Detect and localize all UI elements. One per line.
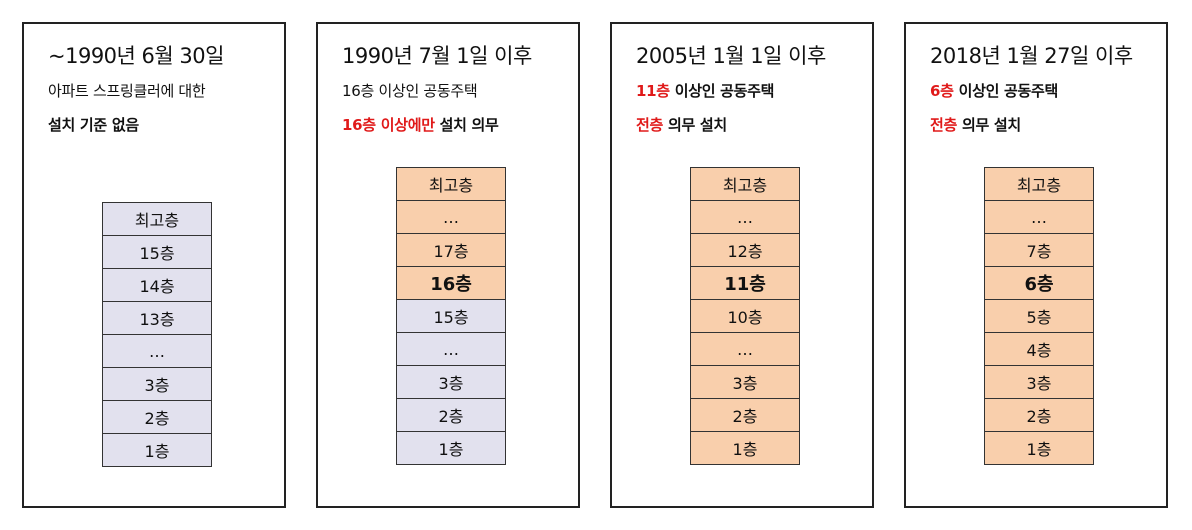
floor-cell: …	[690, 332, 800, 366]
panel-description-line2: 설치 기준 없음	[48, 116, 139, 134]
panel-before-1990: ~1990년 6월 30일 아파트 스프링클러에 대한 설치 기준 없음 최고층…	[22, 22, 286, 508]
plain-text: 이상인 공동주택	[953, 82, 1059, 100]
floor-cell: 15층	[102, 235, 212, 269]
floor-cell: 16층	[396, 266, 506, 300]
floor-cell: 17층	[396, 233, 506, 267]
plain-text: 설치 의무	[434, 116, 499, 134]
panel-description-line1: 16층 이상인 공동주택	[342, 82, 478, 100]
panel-title: ~1990년 6월 30일	[48, 44, 224, 68]
emphasis-text: 전층	[930, 116, 958, 134]
panel-description-line2: 전층 의무 설치	[930, 114, 1021, 135]
floor-cell: 12층	[690, 233, 800, 267]
building-floor-stack: 최고층… 12층 11층 10층… 3층 2층 1층	[690, 167, 800, 465]
floor-cell: 1층	[984, 431, 1094, 465]
floor-cell: 2층	[396, 398, 506, 432]
emphasis-text: 16층 이상에만	[342, 116, 435, 134]
floor-cell: 3층	[984, 365, 1094, 399]
floor-cell: 11층	[690, 266, 800, 300]
floor-cell: …	[984, 200, 1094, 234]
floor-cell: 2층	[690, 398, 800, 432]
floor-cell: 5층	[984, 299, 1094, 333]
panel-1990: 1990년 7월 1일 이후 16층 이상인 공동주택 16층 이상에만 설치 …	[316, 22, 580, 508]
floor-cell: 3층	[396, 365, 506, 399]
plain-text: 의무 설치	[957, 116, 1021, 134]
building-floor-stack: 최고층… 17층 16층 15층… 3층 2층 1층	[396, 167, 506, 465]
plain-text: 이상인 공동주택	[669, 82, 775, 100]
floor-cell: 4층	[984, 332, 1094, 366]
floor-cell: 6층	[984, 266, 1094, 300]
floor-cell: 2층	[984, 398, 1094, 432]
floor-cell: …	[690, 200, 800, 234]
floor-cell: …	[396, 332, 506, 366]
panel-description-line2: 16층 이상에만 설치 의무	[342, 114, 499, 135]
floor-cell: …	[396, 200, 506, 234]
floor-cell: 1층	[102, 433, 212, 467]
floor-cell: 13층	[102, 301, 212, 335]
emphasis-text: 6층	[930, 82, 954, 100]
panel-title: 1990년 7월 1일 이후	[342, 44, 532, 68]
panel-2018: 2018년 1월 27일 이후 6층 이상인 공동주택 전층 의무 설치 최고층…	[904, 22, 1168, 508]
floor-cell: 최고층	[396, 167, 506, 201]
floor-cell: 7층	[984, 233, 1094, 267]
building-floor-stack: 최고층 15층 14층 13층… 3층 2층 1층	[102, 202, 212, 467]
floor-cell: 최고층	[690, 167, 800, 201]
panel-title: 2018년 1월 27일 이후	[930, 44, 1133, 68]
plain-text: 의무 설치	[663, 116, 727, 134]
floor-cell: 14층	[102, 268, 212, 302]
panel-description-line2: 전층 의무 설치	[636, 114, 727, 135]
panel-2005: 2005년 1월 1일 이후 11층 이상인 공동주택 전층 의무 설치 최고층…	[610, 22, 874, 508]
floor-cell: …	[102, 334, 212, 368]
floor-cell: 최고층	[102, 202, 212, 236]
building-floor-stack: 최고층… 7층 6층 5층 4층 3층 2층 1층	[984, 167, 1094, 465]
floor-cell: 3층	[102, 367, 212, 401]
panel-description-line1: 아파트 스프링클러에 대한	[48, 82, 206, 100]
floor-cell: 15층	[396, 299, 506, 333]
floor-cell: 10층	[690, 299, 800, 333]
panel-description-line1: 6층 이상인 공동주택	[930, 80, 1058, 101]
emphasis-text: 전층	[636, 116, 664, 134]
floor-cell: 1층	[396, 431, 506, 465]
floor-cell: 1층	[690, 431, 800, 465]
panel-title: 2005년 1월 1일 이후	[636, 44, 826, 68]
emphasis-text: 11층	[636, 82, 670, 100]
floor-cell: 2층	[102, 400, 212, 434]
floor-cell: 3층	[690, 365, 800, 399]
panel-description-line1: 11층 이상인 공동주택	[636, 80, 774, 101]
floor-cell: 최고층	[984, 167, 1094, 201]
